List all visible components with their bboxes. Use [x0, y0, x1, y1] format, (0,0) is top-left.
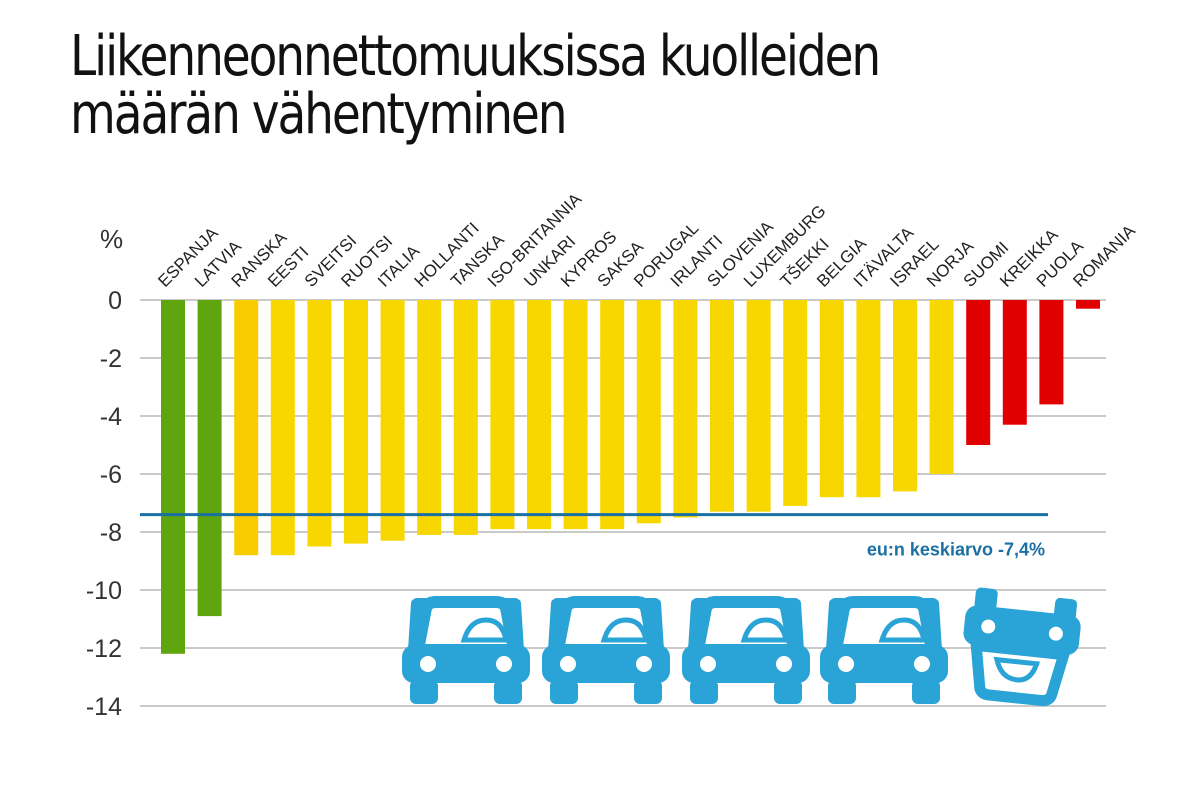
bars [161, 300, 1100, 654]
y-axis-ticks: 0 -2 -4 -6 -8 -10 -12 -14 [86, 287, 122, 721]
average-label: eu:n keskiarvo -7,4% [867, 540, 1045, 560]
average-group: eu:n keskiarvo -7,4% [140, 513, 1048, 560]
bar [1002, 300, 1027, 425]
y-tick-label: -2 [100, 345, 122, 373]
bar [490, 300, 515, 530]
y-tick-label: -4 [100, 403, 122, 431]
car-icon [402, 596, 530, 704]
crashed-car-icon [963, 587, 1081, 707]
y-tick-label: -10 [86, 577, 122, 605]
bar [673, 300, 698, 518]
y-tick-label: -8 [100, 519, 122, 547]
bar [710, 300, 734, 512]
bar [527, 300, 551, 530]
car-icon [682, 596, 810, 704]
bar [417, 300, 442, 535]
y-tick-label: -6 [100, 461, 122, 489]
bar [380, 300, 405, 541]
bar [636, 300, 661, 524]
bar [893, 300, 917, 492]
chart-title: Liikenneonnettomuuksissa kuolleiden määr… [70, 24, 881, 147]
bar [966, 300, 991, 445]
bar [344, 300, 368, 544]
bar [563, 300, 588, 530]
y-tick-label: -14 [86, 693, 122, 721]
y-tick-label: 0 [108, 287, 122, 315]
bar [197, 300, 222, 617]
bar [270, 300, 295, 556]
bar [1039, 300, 1064, 405]
category-labels: ESPANJALATVIARANSKAEESTISVEITSIRUOTSIITA… [154, 189, 1139, 291]
bar [600, 300, 625, 530]
bar [161, 300, 185, 654]
bar [856, 300, 881, 498]
car-icon [820, 596, 948, 704]
bar [783, 300, 808, 506]
bar [234, 300, 259, 556]
y-axis-unit-label: % [100, 224, 123, 254]
bar [746, 300, 771, 512]
bar [1076, 300, 1100, 309]
bar [307, 300, 332, 547]
car-icons [402, 587, 1081, 707]
bar [453, 300, 478, 535]
bar [819, 300, 844, 498]
car-icon [542, 596, 670, 704]
y-tick-label: -12 [86, 635, 122, 663]
bar [929, 300, 954, 474]
